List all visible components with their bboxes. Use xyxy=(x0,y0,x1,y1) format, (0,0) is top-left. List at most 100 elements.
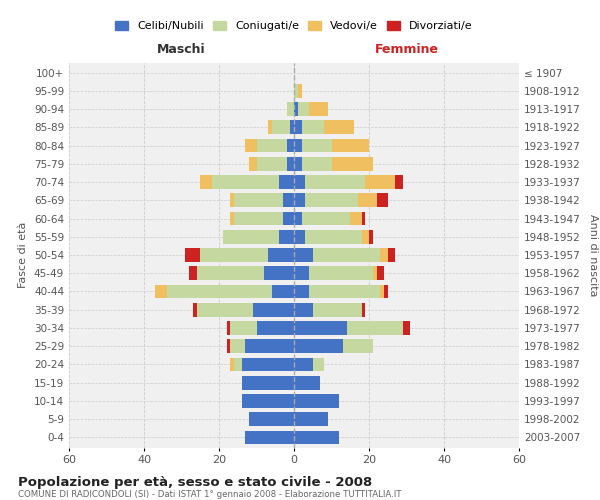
Bar xyxy=(294,212,302,226)
Bar xyxy=(294,120,302,134)
Bar xyxy=(377,194,388,207)
Bar xyxy=(377,266,384,280)
Bar xyxy=(241,358,294,372)
Bar xyxy=(264,266,294,280)
Bar xyxy=(249,157,257,170)
Bar xyxy=(271,120,290,134)
Bar xyxy=(331,138,369,152)
Bar xyxy=(294,102,298,116)
Bar xyxy=(384,284,388,298)
Bar xyxy=(309,284,380,298)
Bar xyxy=(283,212,294,226)
Bar xyxy=(257,138,287,152)
Bar xyxy=(167,284,271,298)
Bar xyxy=(388,248,395,262)
Bar xyxy=(185,248,200,262)
Bar xyxy=(294,340,343,353)
Bar xyxy=(200,248,268,262)
Bar xyxy=(287,138,294,152)
Bar xyxy=(302,138,331,152)
Bar xyxy=(287,102,294,116)
Text: Popolazione per età, sesso e stato civile - 2008: Popolazione per età, sesso e stato civil… xyxy=(18,476,372,489)
Bar xyxy=(365,175,395,189)
Bar xyxy=(290,120,294,134)
Bar xyxy=(155,284,167,298)
Legend: Celibi/Nubili, Coniugati/e, Vedovi/e, Divorziati/e: Celibi/Nubili, Coniugati/e, Vedovi/e, Di… xyxy=(111,16,477,36)
Bar xyxy=(313,358,324,372)
Bar xyxy=(343,340,373,353)
Bar xyxy=(369,230,373,243)
Bar xyxy=(227,321,230,335)
Bar xyxy=(358,194,377,207)
Bar xyxy=(230,194,234,207)
Bar xyxy=(245,430,294,444)
Bar xyxy=(361,303,365,316)
Bar xyxy=(324,120,354,134)
Y-axis label: Fasce di età: Fasce di età xyxy=(19,222,28,288)
Bar xyxy=(230,321,257,335)
Bar xyxy=(403,321,410,335)
Bar xyxy=(234,358,241,372)
Bar xyxy=(361,230,369,243)
Bar xyxy=(350,212,361,226)
Bar xyxy=(380,248,388,262)
Bar xyxy=(302,120,324,134)
Bar xyxy=(361,212,365,226)
Bar xyxy=(331,157,373,170)
Bar xyxy=(294,430,339,444)
Bar xyxy=(197,266,264,280)
Bar xyxy=(189,266,197,280)
Text: Femmine: Femmine xyxy=(374,43,439,56)
Bar xyxy=(230,212,234,226)
Bar xyxy=(268,120,271,134)
Bar xyxy=(230,358,234,372)
Bar xyxy=(283,194,294,207)
Bar xyxy=(197,303,253,316)
Bar xyxy=(294,230,305,243)
Text: Maschi: Maschi xyxy=(157,43,206,56)
Bar xyxy=(294,157,302,170)
Bar xyxy=(279,175,294,189)
Bar xyxy=(294,175,305,189)
Bar xyxy=(298,84,302,98)
Bar xyxy=(257,321,294,335)
Bar xyxy=(302,212,350,226)
Bar xyxy=(305,194,358,207)
Bar xyxy=(309,266,373,280)
Bar xyxy=(294,412,328,426)
Bar xyxy=(294,284,309,298)
Bar xyxy=(305,230,361,243)
Bar xyxy=(253,303,294,316)
Bar xyxy=(313,248,380,262)
Bar xyxy=(302,157,331,170)
Bar xyxy=(245,340,294,353)
Bar xyxy=(193,303,197,316)
Bar xyxy=(380,284,384,298)
Bar xyxy=(305,175,365,189)
Bar xyxy=(200,175,212,189)
Bar xyxy=(298,102,309,116)
Bar xyxy=(230,340,245,353)
Bar xyxy=(249,412,294,426)
Bar xyxy=(223,230,279,243)
Bar xyxy=(309,102,328,116)
Bar xyxy=(234,212,283,226)
Bar xyxy=(347,321,403,335)
Bar xyxy=(271,284,294,298)
Bar xyxy=(212,175,279,189)
Bar xyxy=(395,175,403,189)
Bar xyxy=(294,84,298,98)
Bar xyxy=(313,303,361,316)
Bar xyxy=(287,157,294,170)
Bar xyxy=(257,157,287,170)
Bar xyxy=(245,138,257,152)
Bar xyxy=(279,230,294,243)
Bar xyxy=(294,194,305,207)
Bar xyxy=(294,138,302,152)
Bar xyxy=(294,303,313,316)
Text: COMUNE DI RADICONDOLI (SI) - Dati ISTAT 1° gennaio 2008 - Elaborazione TUTTITALI: COMUNE DI RADICONDOLI (SI) - Dati ISTAT … xyxy=(18,490,401,499)
Bar xyxy=(294,248,313,262)
Bar xyxy=(268,248,294,262)
Bar xyxy=(227,340,230,353)
Bar xyxy=(373,266,377,280)
